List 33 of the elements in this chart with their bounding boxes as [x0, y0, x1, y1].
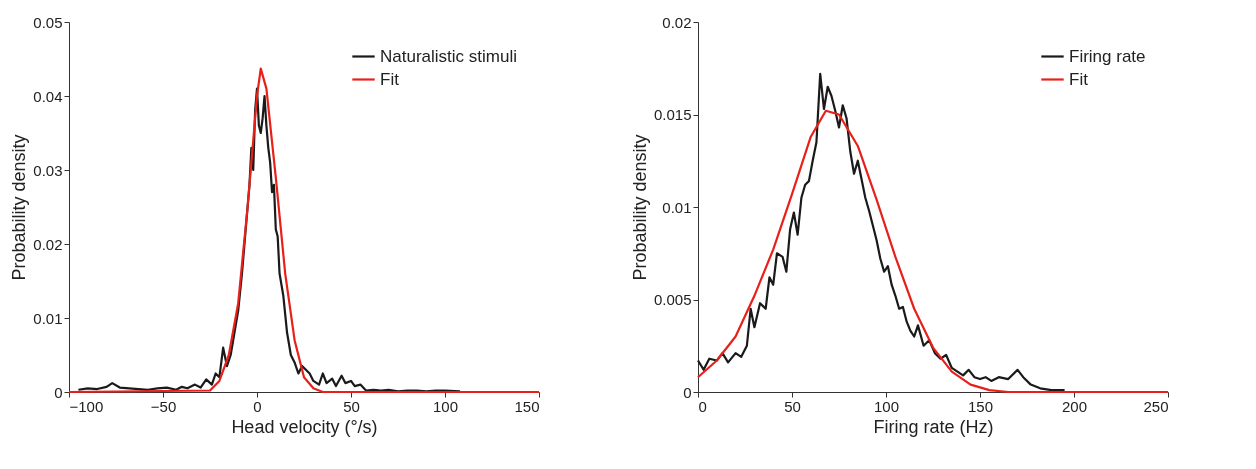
x-tick-label: 150	[514, 397, 540, 415]
x-tick-label: −50	[150, 397, 177, 415]
y-tick-label: 0.02	[662, 13, 692, 31]
x-axis-title: Firing rate (Hz)	[873, 416, 994, 437]
y-tick-label: 0.01	[33, 309, 63, 327]
x-tick-label: 250	[1143, 397, 1169, 415]
y-axis-title: Probability density	[629, 134, 650, 281]
x-tick-label: 150	[967, 397, 994, 415]
y-tick-label: 0.05	[33, 13, 63, 31]
legend-label: Fit	[1069, 69, 1089, 89]
x-tick-label: 50	[784, 397, 801, 415]
x-tick-label: 100	[873, 397, 900, 415]
y-axis-title: Probability density	[9, 134, 30, 281]
y-tick-label: 0	[54, 383, 63, 401]
y-tick-label: 0.01	[662, 198, 692, 216]
line-series	[77, 87, 462, 393]
y-tick-label: 0.015	[653, 106, 692, 123]
legend-label: Naturalistic stimuli	[380, 46, 517, 66]
x-tick-label: 100	[432, 397, 459, 415]
line-series	[696, 72, 1066, 392]
x-axis-title: Head velocity (°/s)	[231, 416, 378, 437]
y-tick-label: 0	[683, 383, 692, 401]
legend-label: Firing rate	[1069, 46, 1146, 66]
y-tick-label: 0.04	[33, 87, 63, 105]
x-tick-label: 0	[253, 397, 262, 415]
legend-label: Fit	[380, 69, 400, 89]
y-tick-label: 0.005	[653, 291, 692, 308]
x-tick-label: 0	[698, 397, 707, 415]
y-tick-label: 0.02	[33, 235, 63, 253]
x-tick-label: 50	[343, 397, 360, 415]
x-tick-label: −100	[69, 397, 104, 415]
y-tick-label: 0.03	[33, 161, 63, 179]
x-tick-label: 200	[1061, 397, 1088, 415]
